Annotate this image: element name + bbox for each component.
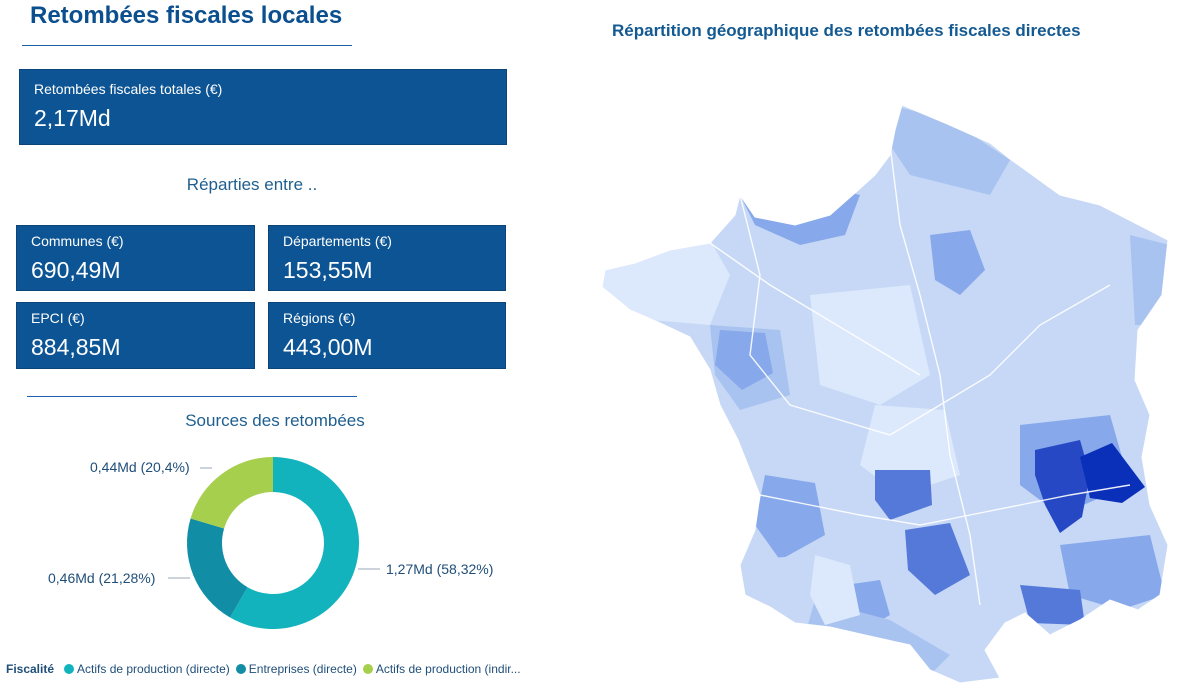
department-savoie[interactable] bbox=[1080, 443, 1145, 503]
chart-legend: Fiscalité Actifs de production (directe)… bbox=[6, 662, 527, 676]
france-choropleth-map[interactable] bbox=[590, 75, 1190, 695]
donut-slice-actifs-indirecte[interactable] bbox=[190, 457, 273, 529]
department-isere[interactable] bbox=[1035, 440, 1090, 533]
slice-label-actifs-indirecte: 0,44Md (20,4%) bbox=[90, 459, 190, 475]
communes-kpi-value: 690,49M bbox=[31, 257, 121, 283]
sources-divider bbox=[27, 396, 357, 397]
department-var[interactable] bbox=[1020, 585, 1085, 625]
department-aveyron[interactable] bbox=[905, 523, 970, 595]
department-sarthe[interactable] bbox=[715, 330, 773, 390]
region-bretagne[interactable] bbox=[590, 240, 730, 325]
slice-label-entreprises: 0,46Md (21,28%) bbox=[48, 570, 156, 586]
legend-dot bbox=[362, 664, 373, 674]
legend-item-label: Entreprises (directe) bbox=[248, 662, 357, 676]
regions-kpi-label: Régions (€) bbox=[283, 310, 356, 326]
region-nord[interactable] bbox=[890, 105, 1010, 195]
total-kpi-value: 2,17Md bbox=[34, 105, 111, 131]
slice-label-actifs-directe: 1,27Md (58,32%) bbox=[386, 561, 494, 577]
region-paris[interactable] bbox=[930, 230, 985, 295]
legend-title: Fiscalité bbox=[6, 662, 55, 676]
epci-kpi-value: 884,85M bbox=[31, 334, 121, 360]
department-correze[interactable] bbox=[875, 470, 932, 520]
title-divider bbox=[22, 45, 352, 46]
region-provence[interactable] bbox=[1060, 535, 1165, 610]
legend-item-actifs-indirecte[interactable]: Actifs de production (indir... bbox=[362, 662, 521, 676]
department-gironde[interactable] bbox=[755, 475, 825, 560]
legend-item-entreprises[interactable]: Entreprises (directe) bbox=[235, 662, 357, 676]
epci-kpi-label: EPCI (€) bbox=[31, 310, 85, 326]
department-haute-vienne[interactable] bbox=[810, 555, 860, 625]
epci-kpi-card[interactable]: EPCI (€) 884,85M bbox=[16, 302, 255, 369]
regions-kpi-card[interactable]: Régions (€) 443,00M bbox=[268, 302, 506, 369]
legend-dot bbox=[64, 664, 75, 674]
total-kpi-label: Retombées fiscales totales (€) bbox=[34, 81, 223, 97]
communes-kpi-label: Communes (€) bbox=[31, 233, 124, 249]
legend-item-actifs-directe[interactable]: Actifs de production (directe) bbox=[64, 662, 230, 676]
departements-kpi-card[interactable]: Départements (€) 153,55M bbox=[268, 225, 506, 291]
legend-item-label: Actifs de production (directe) bbox=[77, 662, 230, 676]
regions-kpi-value: 443,00M bbox=[283, 334, 373, 360]
total-kpi-card[interactable]: Retombées fiscales totales (€) 2,17Md bbox=[19, 69, 507, 145]
split-title: Réparties entre .. bbox=[186, 175, 318, 194]
region-landes[interactable] bbox=[745, 555, 815, 615]
map-outline bbox=[601, 104, 1169, 684]
department-borders bbox=[709, 144, 1131, 606]
legend-item-label: Actifs de production (indir... bbox=[375, 662, 521, 676]
departements-kpi-label: Départements (€) bbox=[283, 233, 392, 249]
donut-slice-actifs-directe[interactable] bbox=[230, 457, 360, 629]
page-title: Retombées fiscales locales bbox=[30, 2, 343, 29]
departements-kpi-value: 153,55M bbox=[283, 257, 373, 283]
donut-slice-entreprises[interactable] bbox=[186, 518, 248, 618]
communes-kpi-card[interactable]: Communes (€) 690,49M bbox=[16, 225, 255, 291]
legend-dot bbox=[235, 664, 246, 674]
sources-title: Sources des retombées bbox=[185, 411, 365, 430]
map-title: Répartition géographique des retombées f… bbox=[612, 21, 1081, 40]
